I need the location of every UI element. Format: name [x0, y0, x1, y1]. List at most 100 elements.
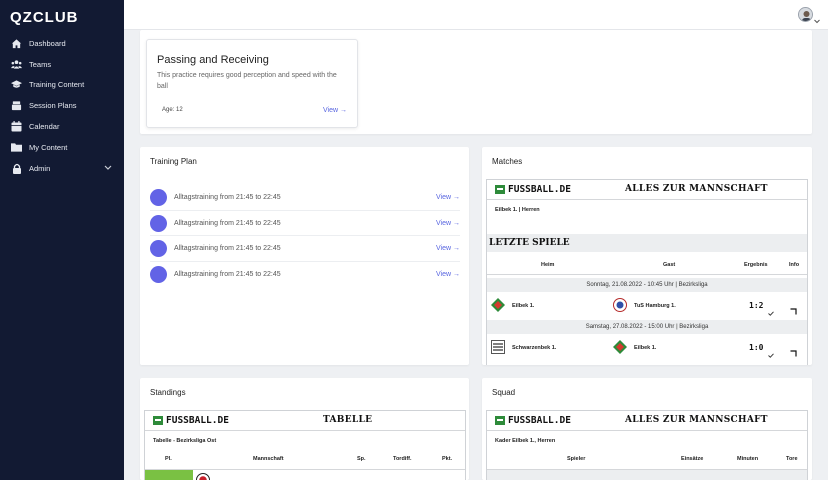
sidebar-item-label: Admin	[29, 163, 51, 173]
fussball-logo[interactable]: FUSSBALL.DE	[153, 415, 229, 426]
sidebar-item-label: Calendar	[29, 122, 60, 132]
home-icon	[11, 38, 22, 49]
chevron-down-icon[interactable]	[814, 11, 820, 29]
widget-headline: ALLES ZUR MANNSCHAFT	[625, 415, 768, 425]
info-icon[interactable]	[790, 302, 797, 320]
sidebar-item-session-plans[interactable]: Session Plans	[0, 95, 124, 116]
list-item[interactable]: Alltagstraining from 21:45 to 22:45 View…	[150, 185, 460, 211]
list-item[interactable]: Alltagstraining from 21:45 to 22:45 View…	[150, 211, 460, 236]
column-header: Minuten	[737, 456, 759, 462]
sidebar-item-calendar[interactable]: Calendar	[0, 116, 124, 137]
content-card[interactable]: Passing and Receiving This practice requ…	[146, 39, 358, 128]
widget-header: FUSSBALL.DE ALLES ZUR MANNSCHAFT	[487, 180, 807, 200]
panel-title: Standings	[150, 388, 186, 397]
sidebar-nav: Dashboard Teams Training Content Session…	[0, 33, 124, 179]
table-row-highlight	[145, 470, 193, 480]
match-score[interactable]: 1:2	[749, 301, 764, 310]
column-header: Heim	[541, 262, 555, 268]
folder-icon	[11, 142, 22, 153]
column-header: Tordiff.	[393, 456, 412, 462]
session-dot	[150, 240, 167, 257]
sidebar-item-my-content[interactable]: My Content	[0, 137, 124, 158]
users-icon	[11, 59, 22, 70]
session-text: Alltagstraining from 21:45 to 22:45	[174, 194, 281, 201]
column-header: Einsätze	[681, 456, 704, 462]
card-view-link[interactable]: View →	[323, 107, 347, 114]
view-link[interactable]: View →	[436, 270, 460, 278]
sidebar-item-label: My Content	[29, 142, 68, 152]
sidebar-item-training-content[interactable]: Training Content	[0, 75, 124, 96]
checkmark-icon	[768, 345, 774, 363]
session-dot	[150, 214, 167, 232]
list-item[interactable]: Alltagstraining from 21:45 to 22:45 View…	[150, 236, 460, 262]
info-icon[interactable]	[790, 344, 797, 362]
match-date: Sonntag, 21.08.2022 - 10:45 Uhr | Bezirk…	[487, 278, 807, 292]
training-plan-panel: Training Plan Alltagstraining from 21:45…	[140, 147, 469, 365]
fussball-logo[interactable]: FUSSBALL.DE	[495, 184, 571, 195]
fussball-logo[interactable]: FUSSBALL.DE	[495, 415, 571, 426]
team-label: Kader Eilbek 1., Herren	[495, 438, 556, 444]
brand-logo[interactable]: QZCLUB	[10, 9, 79, 26]
schwarzenbek-crest-icon	[491, 340, 505, 354]
session-dot	[150, 189, 167, 206]
eilbek-crest-icon	[491, 298, 505, 312]
view-link[interactable]: View →	[436, 245, 460, 252]
squad-panel: Squad FUSSBALL.DE ALLES ZUR MANNSCHAFT K…	[482, 378, 812, 480]
column-header: Pl.	[165, 456, 172, 462]
column-header: Pkt.	[442, 456, 453, 462]
matches-panel: Matches FUSSBALL.DE ALLES ZUR MANNSCHAFT…	[482, 147, 812, 365]
team-label: Eilbek 1. | Herren	[495, 207, 540, 213]
card-description: This practice requires good perception a…	[157, 72, 337, 90]
layers-icon	[11, 100, 22, 111]
column-header: Mannschaft	[253, 456, 284, 462]
panel-title: Training Plan	[150, 157, 197, 166]
hat-icon	[11, 79, 22, 90]
sidebar-item-label: Teams	[29, 59, 52, 69]
sidebar-item-label: Session Plans	[29, 101, 77, 111]
sidebar-item-dashboard[interactable]: Dashboard	[0, 33, 124, 54]
view-link[interactable]: View →	[436, 219, 460, 227]
column-header: Ergebnis	[744, 262, 768, 268]
standings-panel: Standings FUSSBALL.DE TABELLE Tabelle - …	[140, 378, 469, 480]
lock-icon	[11, 163, 22, 174]
card-age: Age: 12	[162, 107, 183, 113]
panel-title: Matches	[492, 157, 523, 166]
chevron-down-icon[interactable]	[104, 164, 112, 173]
eilbek-crest-icon	[613, 340, 627, 354]
sidebar-item-label: Dashboard	[29, 38, 66, 48]
section-heading: LETZTE SPIELE	[487, 234, 807, 252]
match-date: Samstag, 27.08.2022 - 15:00 Uhr | Bezirk…	[487, 320, 807, 334]
away-team[interactable]: TuS Hamburg 1.	[634, 303, 676, 309]
widget-headline: TABELLE	[323, 415, 373, 425]
view-link[interactable]: View →	[436, 194, 460, 201]
home-team[interactable]: Schwarzenbek 1.	[512, 345, 557, 351]
sidebar-item-teams[interactable]: Teams	[0, 54, 124, 75]
tus-hamburg-crest-icon	[613, 298, 627, 312]
sidebar-item-label: Training Content	[29, 80, 85, 90]
calendar-icon	[11, 121, 22, 132]
checkmark-icon	[768, 303, 774, 321]
team-crest-icon	[196, 473, 210, 480]
fussball-widget: FUSSBALL.DE ALLES ZUR MANNSCHAFT Kader E…	[486, 410, 808, 480]
fussball-widget: FUSSBALL.DE ALLES ZUR MANNSCHAFT Eilbek …	[486, 179, 808, 365]
league-label: Tabelle - Bezirksliga Ost	[153, 438, 217, 444]
list-item[interactable]: Alltagstraining from 21:45 to 22:45 View…	[150, 262, 460, 288]
table-row	[487, 470, 807, 480]
session-text: Alltagstraining from 21:45 to 22:45	[174, 219, 281, 227]
session-text: Alltagstraining from 21:45 to 22:45	[174, 270, 281, 278]
panel-title: Squad	[492, 388, 516, 397]
column-header: Gast	[663, 262, 676, 268]
top-bar	[124, 0, 828, 30]
widget-header: FUSSBALL.DE ALLES ZUR MANNSCHAFT	[487, 411, 807, 431]
fussball-widget: FUSSBALL.DE TABELLE Tabelle - Bezirkslig…	[144, 410, 466, 480]
column-header: Info	[789, 262, 800, 268]
column-header: Sp.	[357, 456, 366, 462]
avatar[interactable]	[798, 7, 813, 22]
card-title: Passing and Receiving	[157, 54, 269, 66]
home-team[interactable]: Eilbek 1.	[512, 303, 535, 309]
sidebar-item-admin[interactable]: Admin	[0, 158, 124, 179]
match-score[interactable]: 1:0	[749, 343, 764, 352]
column-header: Tore	[786, 456, 798, 462]
away-team[interactable]: Eilbek 1.	[634, 345, 657, 351]
session-dot	[150, 265, 167, 283]
